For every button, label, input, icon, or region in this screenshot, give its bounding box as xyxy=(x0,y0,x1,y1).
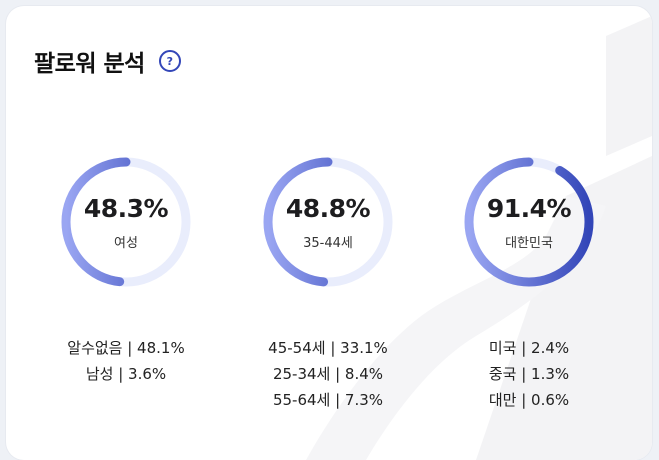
stat-item: 미국 | 2.4% xyxy=(488,339,570,357)
donut-category: 35-44세 xyxy=(303,236,353,251)
help-circle-icon[interactable]: ? xyxy=(158,50,181,72)
donut-arc xyxy=(464,157,594,287)
donut-category: 대한민국 xyxy=(505,236,553,251)
stat-item: 45-54세 | 33.1% xyxy=(268,339,388,357)
card-title: 팔로워 분석 xyxy=(34,51,145,77)
donut-ring xyxy=(61,157,191,287)
donut-percent: 48.3% xyxy=(83,194,169,223)
stat-item: 55-64세 | 7.3% xyxy=(272,391,384,409)
stat-item: 대만 | 0.6% xyxy=(488,391,570,409)
stat-item: 알수없음 | 48.1% xyxy=(67,339,185,357)
donut-country: 91.4% 대한민국 xyxy=(463,156,595,288)
donut-category: 여성 xyxy=(114,236,138,251)
donut-age: 48.8% 35-44세 xyxy=(262,156,394,288)
donut-gender: 48.3% 여성 xyxy=(60,156,192,288)
watermark-logo xyxy=(306,16,652,460)
stats-country: 미국 | 2.4% 중국 | 1.3% 대만 | 0.6% xyxy=(429,335,629,413)
donut-ring xyxy=(464,157,594,287)
stat-item: 남성 | 3.6% xyxy=(85,365,167,383)
donut-arc xyxy=(61,157,191,287)
donut-arc xyxy=(263,157,393,287)
donut-percent: 48.8% xyxy=(285,194,371,223)
follower-analysis-card: 팔로워 분석 ? 48.3% 여성 알수없음 | 48.1% 남성 | 3.6% xyxy=(6,6,652,460)
stats-age: 45-54세 | 33.1% 25-34세 | 8.4% 55-64세 | 7.… xyxy=(228,335,428,413)
donut-ring xyxy=(263,157,393,287)
stat-item: 25-34세 | 8.4% xyxy=(272,365,384,383)
stat-item: 중국 | 1.3% xyxy=(488,365,570,383)
card-header: 팔로워 분석 ? xyxy=(34,44,181,78)
stats-gender: 알수없음 | 48.1% 남성 | 3.6% xyxy=(26,335,226,387)
donut-percent: 91.4% xyxy=(486,194,572,223)
